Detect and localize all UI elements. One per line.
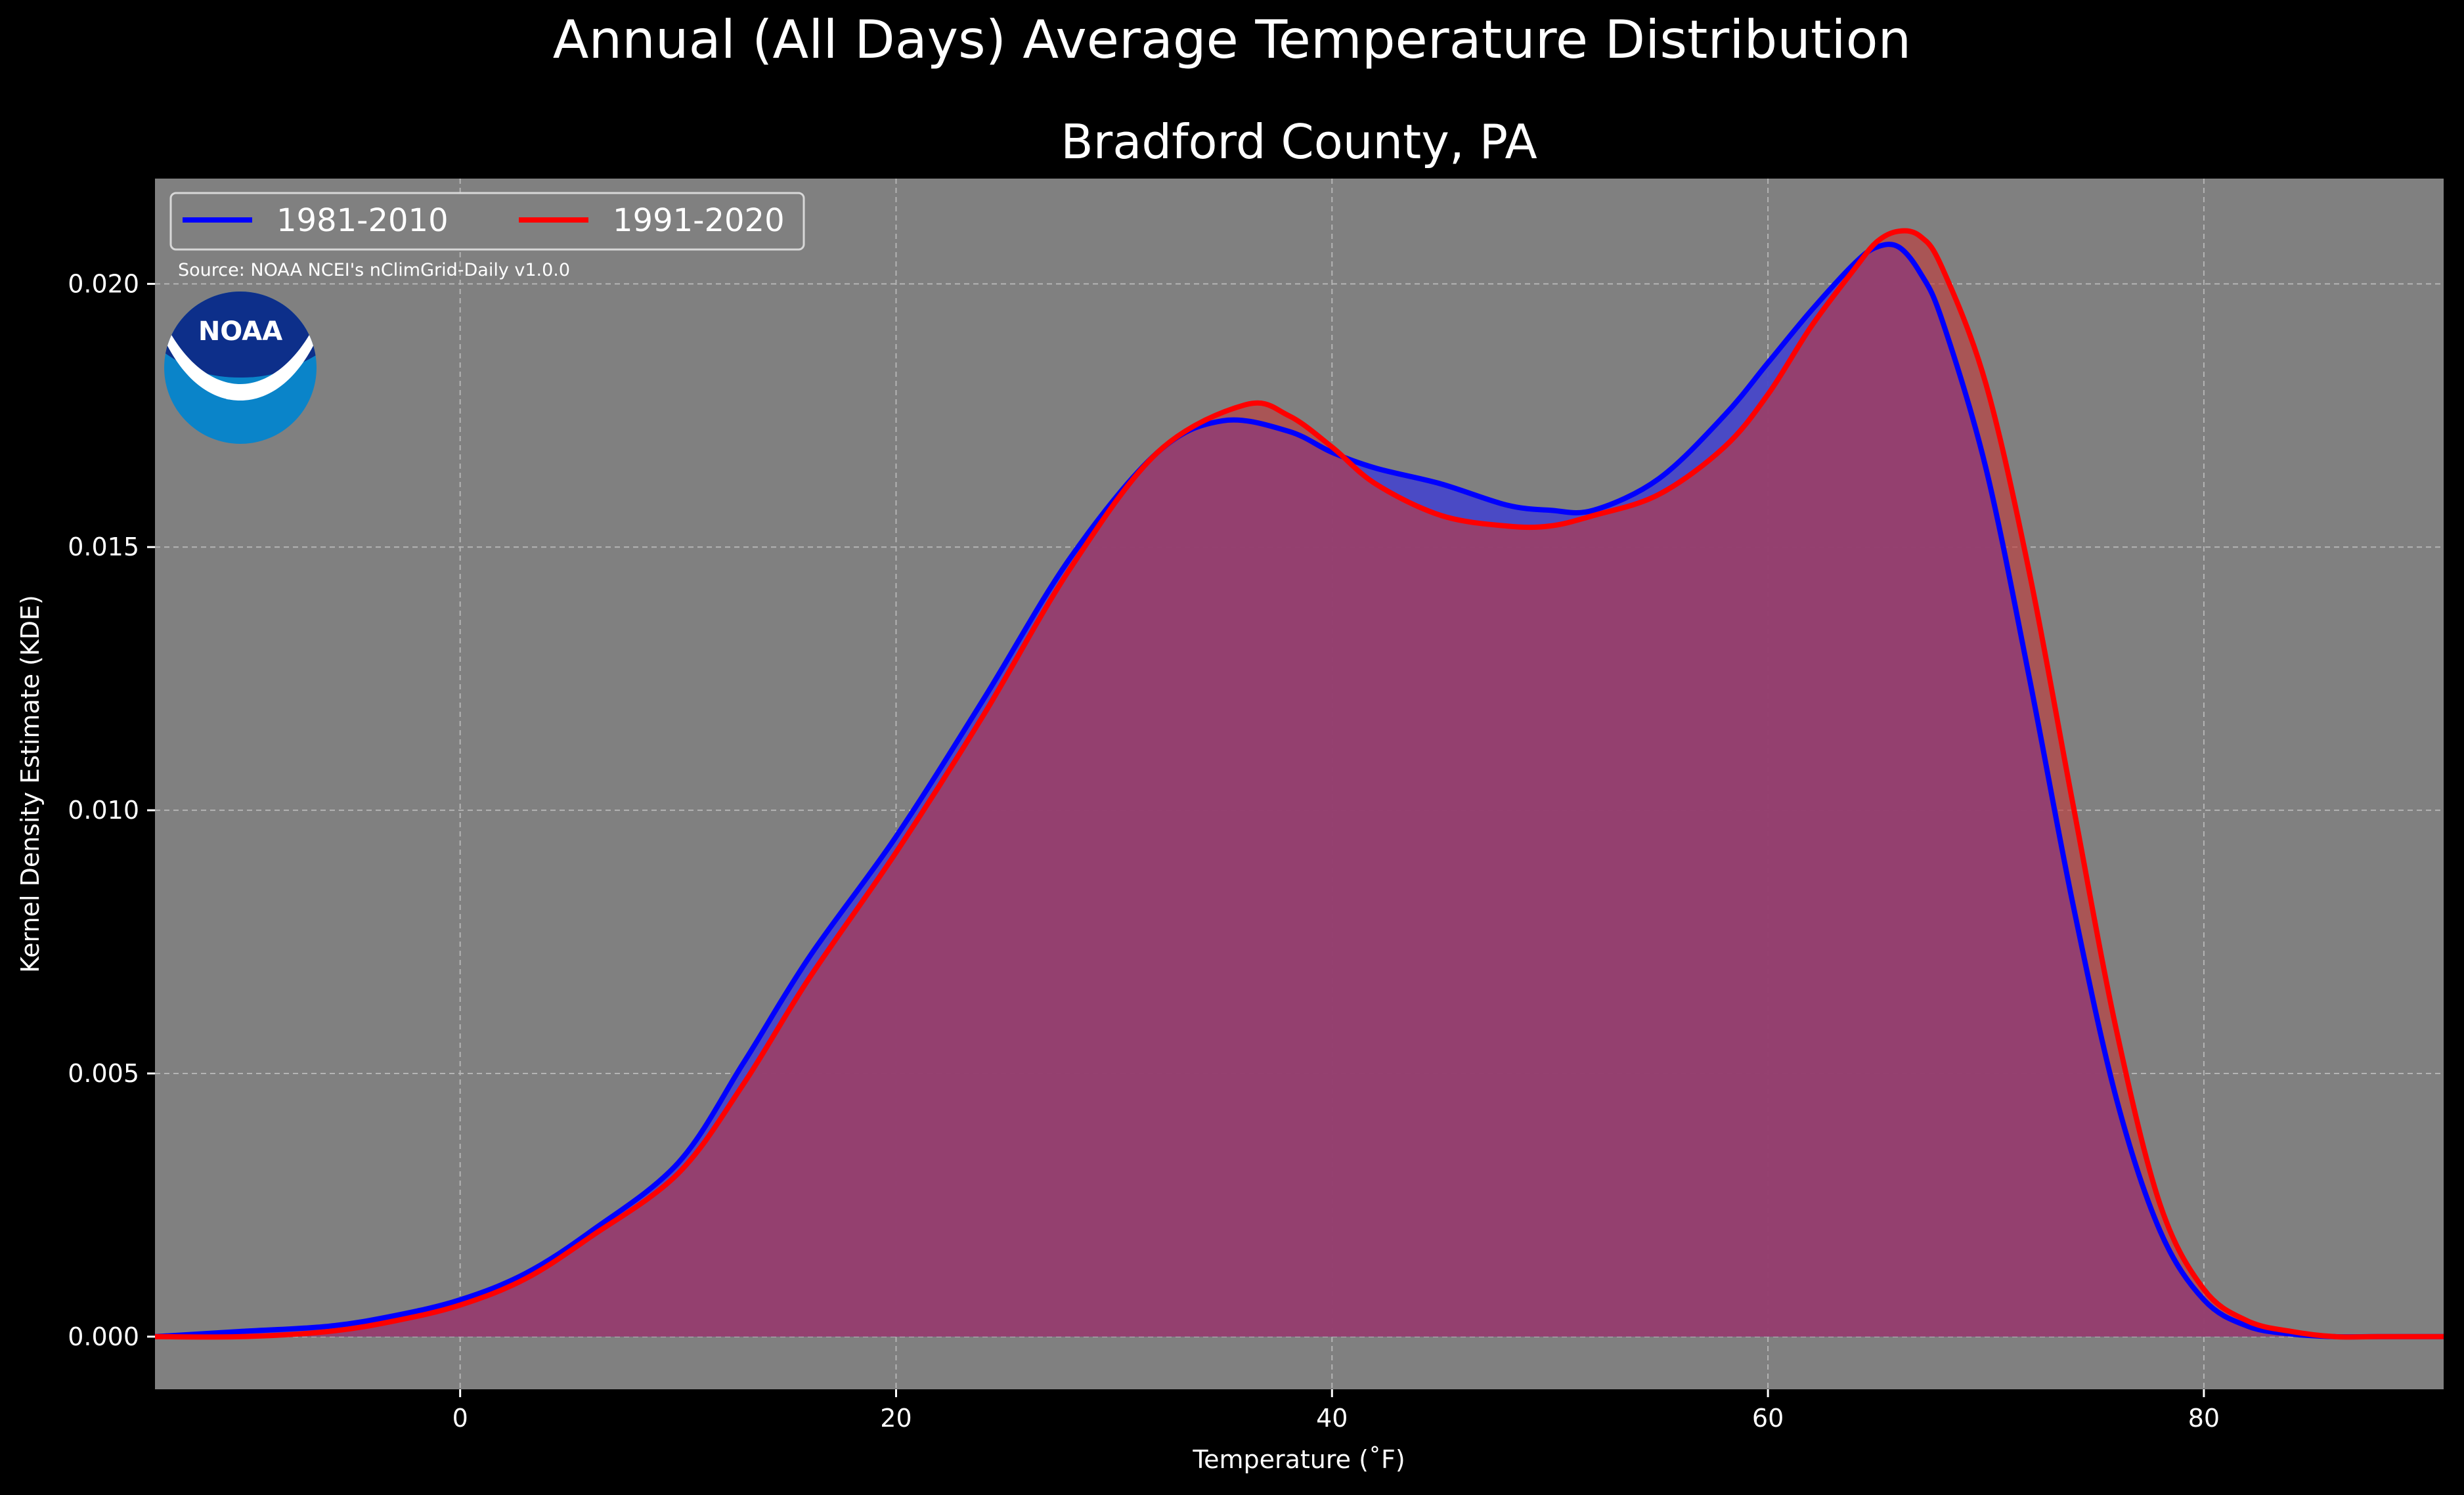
y-tick-label: 0.000: [68, 1322, 139, 1351]
noaa-logo: NOAA: [164, 292, 317, 444]
series-lines: [154, 228, 2444, 1340]
chart-suptitle: Annual (All Days) Average Temperature Di…: [553, 9, 1911, 70]
y-axis-label: Kernel Density Estimate (KDE): [16, 595, 45, 973]
noaa-logo-text: NOAA: [198, 316, 282, 347]
legend: 1981-2010 1991-2020: [169, 192, 805, 251]
series-area-1991-2020: [155, 230, 2444, 1337]
x-tick-label: 20: [880, 1404, 912, 1433]
y-tick-label: 0.010: [68, 796, 139, 825]
series-line-1981-2010: [154, 242, 2444, 1340]
series-line-1991-2020: [154, 228, 2444, 1340]
x-tick-label: 80: [2188, 1404, 2220, 1433]
x-tick-label: 0: [452, 1404, 468, 1433]
legend-label-1991-2020: 1991-2020: [613, 202, 785, 239]
y-tick-label: 0.020: [68, 269, 139, 298]
series-fills: [155, 230, 2444, 1337]
legend-label-1981-2010: 1981-2010: [276, 202, 449, 239]
x-axis-label: Temperature (˚F): [1192, 1445, 1405, 1474]
chart-title: Bradford County, PA: [1061, 114, 1537, 169]
source-note: Source: NOAA NCEI's nClimGrid-Daily v1.0…: [178, 260, 570, 280]
legend-box: [169, 192, 805, 251]
y-tick-label: 0.005: [68, 1059, 139, 1088]
x-tick-label: 60: [1752, 1404, 1784, 1433]
axis-ticks: 0 20 40 60 80 0.000 0.005 0.010 0.015 0.020: [68, 269, 2220, 1433]
y-tick-label: 0.015: [68, 532, 139, 561]
x-tick-label: 40: [1316, 1404, 1348, 1433]
